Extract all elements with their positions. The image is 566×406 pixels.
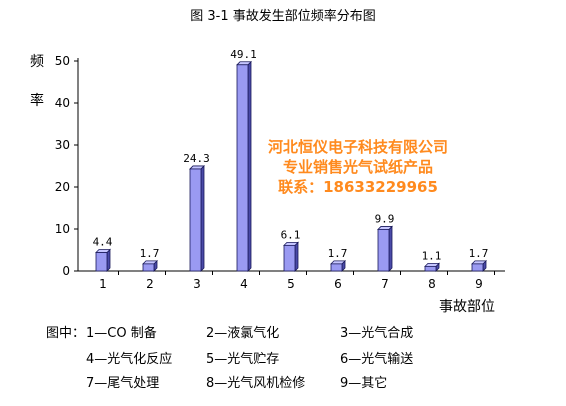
data-label: 9.9	[375, 212, 395, 225]
legend-item-3: 3—光气合成	[340, 326, 414, 341]
legend-item-5: 5—光气贮存	[206, 352, 280, 367]
bar-top	[377, 226, 393, 230]
y-tick-label: 50	[55, 54, 70, 68]
bar-side	[200, 164, 205, 272]
bar	[95, 252, 108, 272]
bar-side	[294, 241, 299, 272]
watermark-products: 专业销售光气试纸产品	[283, 158, 433, 176]
legend-item-2: 2—液氯气化	[206, 326, 280, 341]
bar-top	[236, 61, 252, 66]
bar-top	[95, 249, 111, 253]
bar-top	[189, 165, 205, 170]
y-tick-label: 10	[55, 222, 70, 236]
bar	[424, 265, 437, 272]
legend-item-6: 6—光气输送	[340, 352, 414, 367]
bar	[236, 64, 249, 272]
y-tick-label: 40	[55, 96, 70, 110]
x-tick-label: 5	[287, 277, 295, 291]
bar-side	[388, 225, 393, 272]
data-label: 1.7	[140, 247, 160, 260]
x-tick-label: 8	[428, 277, 436, 291]
legend-item-8: 8—光气风机检修	[206, 376, 306, 391]
x-tick-label: 9	[475, 277, 483, 291]
bar	[189, 168, 202, 272]
x-tick-label: 3	[193, 277, 201, 291]
bar-top	[471, 260, 487, 265]
bar-top	[283, 241, 299, 246]
bar	[377, 229, 390, 272]
x-tick-label: 4	[240, 277, 248, 291]
bar	[283, 244, 296, 272]
bar-side	[247, 60, 252, 272]
data-label: 49.1	[230, 48, 257, 61]
x-tick-label: 1	[99, 277, 107, 291]
data-label: 6.1	[281, 228, 301, 241]
watermark-company: 河北恒仪电子科技有限公司	[268, 138, 448, 156]
data-label: 24.3	[183, 152, 210, 165]
legend-item-4: 4—光气化反应	[86, 352, 173, 367]
data-label: 1.1	[422, 249, 442, 262]
y-axis-label-char-1: 频	[30, 54, 44, 70]
data-label: 4.4	[93, 236, 113, 249]
y-axis-label-char-2: 率	[30, 92, 44, 109]
chart-title: 图 3-1 事故发生部位频率分布图	[190, 8, 376, 24]
legend-item-9: 9—其它	[340, 376, 388, 391]
legend-item-1: 1—CO 制备	[86, 326, 157, 341]
y-tick-label: 20	[55, 180, 70, 194]
bar-top	[142, 260, 158, 265]
plot-area: 0 10 20 30 40 50 1 4.4 2 1.7 3 24.3 4 49.1 5 6.1 6 1.7 7 9.…	[55, 48, 505, 291]
data-label: 1.7	[469, 247, 489, 260]
bar	[142, 263, 155, 272]
x-axis-label: 事故部位	[439, 299, 495, 315]
y-tick-label: 0	[62, 264, 70, 278]
data-label: 1.7	[328, 247, 348, 260]
x-tick-label: 2	[146, 277, 154, 291]
x-tick-label: 6	[334, 277, 342, 291]
legend-item-7: 7—尾气处理	[86, 376, 160, 391]
x-tick-label: 7	[381, 277, 389, 291]
bar	[330, 263, 343, 272]
bar-top	[424, 262, 440, 267]
watermark-contact: 联系：18633229965	[278, 178, 438, 196]
bar	[471, 263, 484, 272]
bar-top	[330, 260, 346, 265]
y-tick-label: 30	[55, 138, 70, 152]
bar-side	[106, 248, 111, 272]
legend-prefix: 图中：	[46, 326, 86, 341]
